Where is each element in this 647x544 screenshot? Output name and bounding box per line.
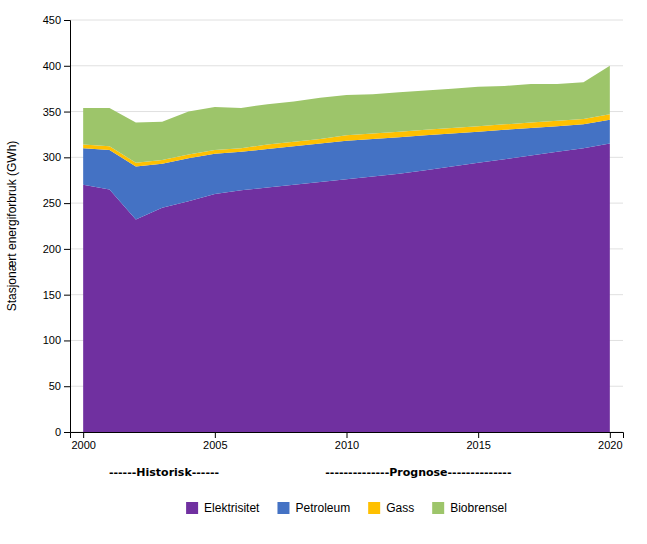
tick-mark [64,203,70,204]
tick-label: 2005 [203,439,227,451]
y-axis-title: Stasjonært energiforbruk (GWh) [5,141,19,312]
tick-label: 350 [43,106,61,118]
tick: 2010 [335,432,359,451]
tick-mark [83,432,84,438]
legend-swatch [368,502,380,514]
tick-mark [64,249,70,250]
tick-label: 50 [49,380,61,392]
tick-mark [610,432,611,438]
tick-label: 100 [43,334,61,346]
tick: 2020 [598,432,622,451]
tick-label: 2020 [598,439,622,451]
tick-label: 2010 [335,439,359,451]
tick-label: 2015 [466,439,490,451]
legend-swatch [186,502,198,514]
tick-label: 250 [43,197,61,209]
y-axis: 0 50 100 150 200 250 300 350 400 450 [43,14,71,438]
tick: 400 [43,60,70,72]
grid-line [70,65,623,66]
legend-label: Biobrensel [450,501,507,515]
legend-label: Petroleum [295,501,350,515]
tick: 200 [43,243,70,255]
annotation: --------------Prognose-------------- [325,466,511,479]
grid [70,20,623,432]
tick: 50 [49,380,70,392]
tick-label: 0 [55,426,61,438]
legend-label: Gass [386,501,414,515]
axis-line [71,433,624,439]
tick: 0 [55,426,70,438]
areas [83,66,610,432]
area [83,66,610,163]
legend-item: Elektrisitet [186,501,260,515]
tick-mark [347,432,348,438]
tick: 150 [43,289,70,301]
tick: 450 [43,14,70,26]
tick-label: 400 [43,60,61,72]
plot: 0501001502002503003504004502000200520102… [5,14,624,479]
tick-label: 300 [43,151,61,163]
tick: 100 [43,334,70,346]
axis-line [64,21,71,433]
tick-mark [64,340,70,341]
chart: 0501001502002503003504004502000200520102… [0,0,647,544]
tick-mark [64,432,70,433]
tick: 250 [43,197,70,209]
tick-mark [215,432,216,438]
tick-mark [64,386,70,387]
tick-label: 2000 [71,439,95,451]
legend-item: Biobrensel [432,501,507,515]
grid-line [70,20,623,21]
legend: Elektrisitet Petroleum Gass Biobrensel [186,501,507,515]
legend-swatch [432,502,444,514]
tick: 350 [43,106,70,118]
tick-mark [64,157,70,158]
legend-item: Gass [368,501,414,515]
tick-mark [64,112,70,113]
tick: 2000 [71,432,95,451]
legend-item: Petroleum [277,501,350,515]
tick-label: 200 [43,243,61,255]
tick: 300 [43,151,70,163]
annotation: ------Historisk------ [109,466,219,479]
tick-label: 450 [43,14,61,26]
tick: 2015 [466,432,490,451]
tick-label: 150 [43,289,61,301]
tick-mark [64,66,70,67]
tick-mark [478,432,479,438]
legend-swatch [277,502,289,514]
tick-mark [64,20,70,21]
legend-label: Elektrisitet [204,501,260,515]
tick: 2005 [203,432,227,451]
x-axis: 2000 2005 2010 2015 2020 [71,432,624,451]
tick-mark [64,295,70,296]
